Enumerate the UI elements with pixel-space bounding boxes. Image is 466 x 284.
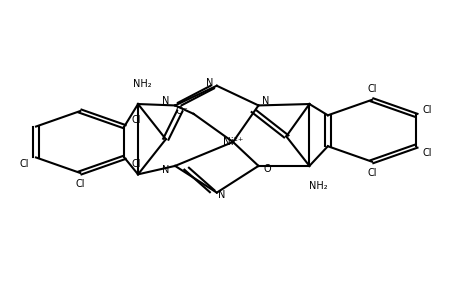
Text: Cl: Cl (75, 179, 85, 189)
Text: N: N (262, 96, 269, 106)
Text: Cl: Cl (367, 83, 377, 93)
Text: O⁻: O⁻ (264, 164, 276, 174)
Text: Cl: Cl (423, 105, 432, 115)
Text: Cl: Cl (423, 148, 432, 158)
Text: Cl: Cl (20, 160, 29, 170)
Text: NH₂: NH₂ (309, 181, 328, 191)
Text: Cl: Cl (131, 160, 141, 170)
Text: Ni²⁺: Ni²⁺ (223, 137, 243, 147)
Text: NH₂: NH₂ (133, 79, 152, 89)
Text: N: N (206, 78, 213, 88)
Text: Cl: Cl (367, 168, 377, 178)
Text: N: N (162, 165, 170, 175)
Text: N: N (218, 191, 225, 201)
Text: O⁻: O⁻ (176, 106, 188, 116)
Text: N: N (162, 96, 170, 106)
Text: Cl: Cl (131, 114, 141, 124)
